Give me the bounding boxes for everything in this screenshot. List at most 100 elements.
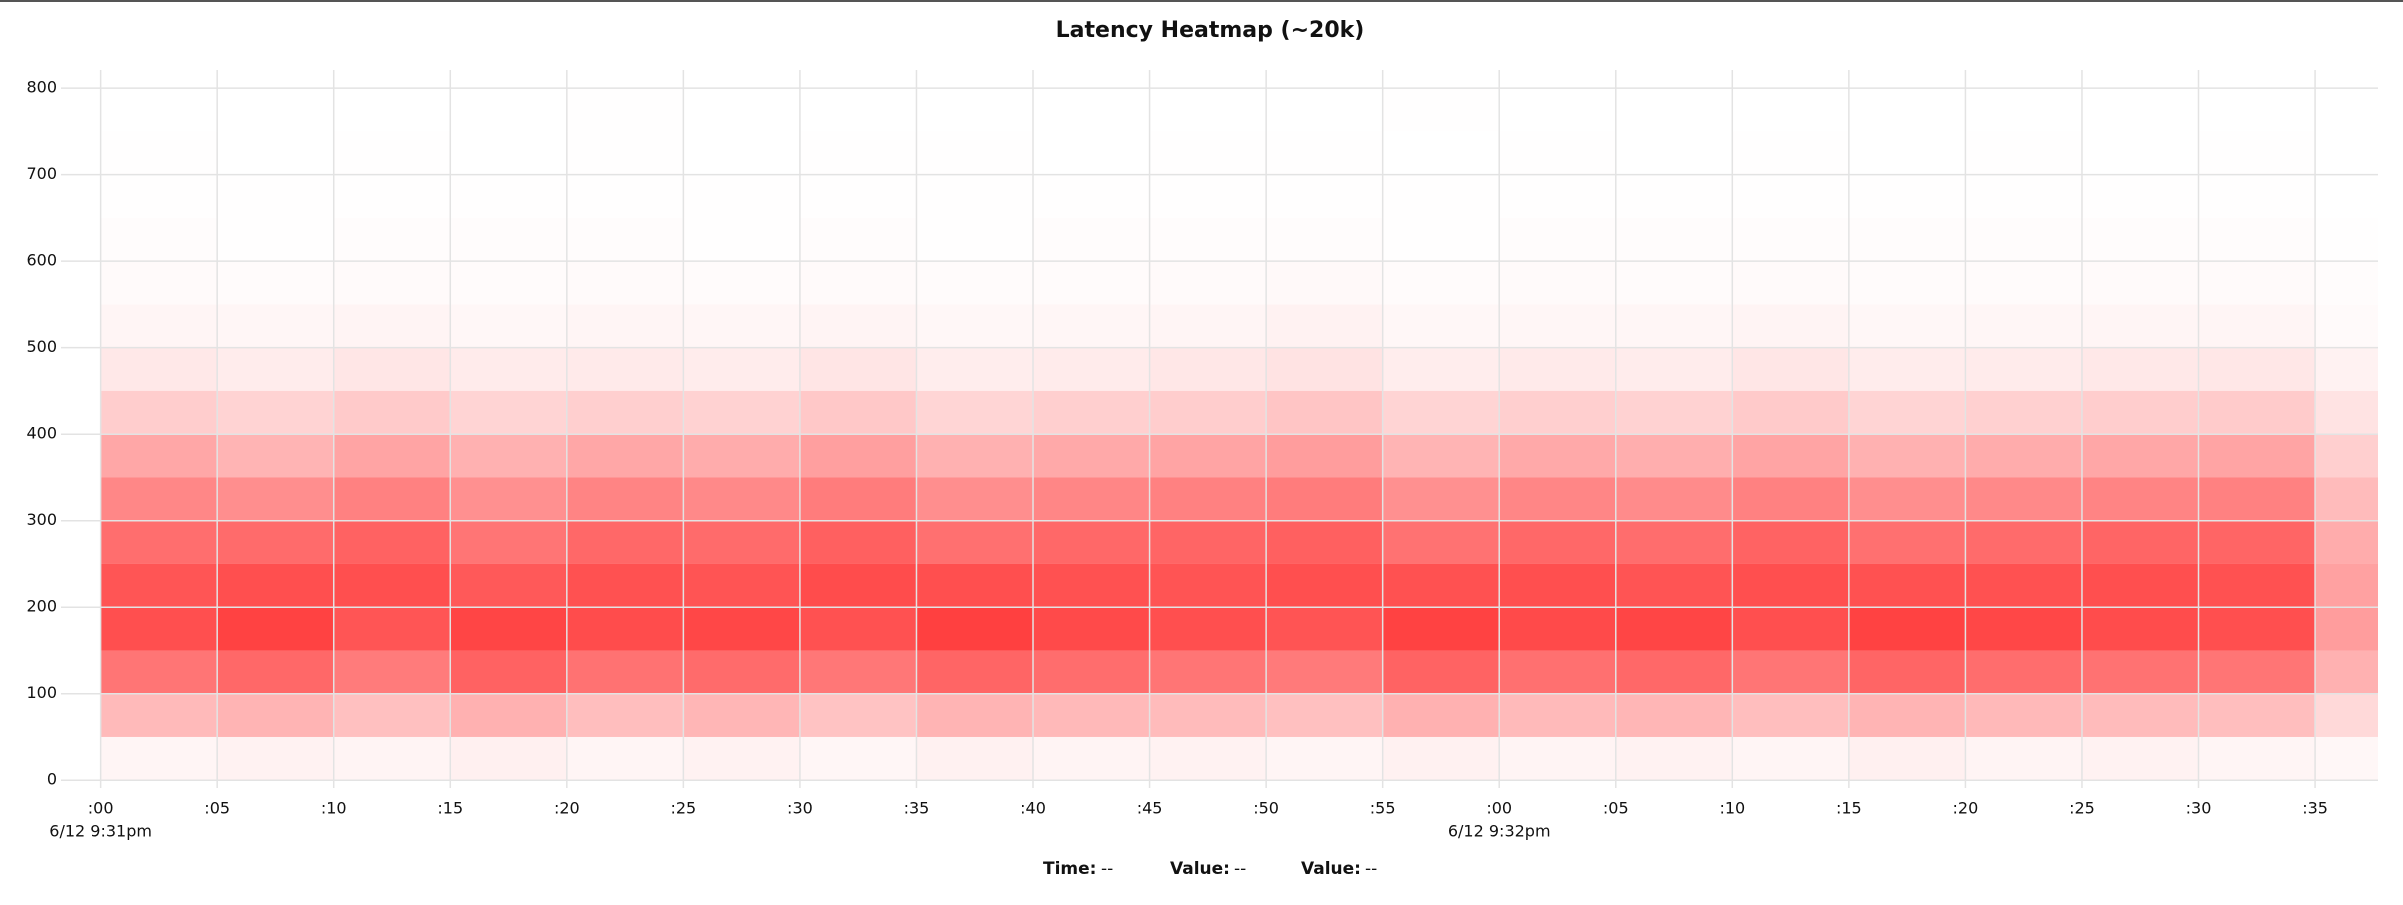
heatmap-cell <box>1732 607 1849 651</box>
heatmap-cell <box>1033 88 1150 131</box>
heatmap-cell <box>450 304 567 347</box>
heatmap-cell <box>2198 347 2316 391</box>
heatmap-cell <box>1266 520 1383 564</box>
heatmap-cell <box>683 175 800 218</box>
heatmap-cell <box>1033 347 1150 391</box>
heatmap-cell <box>1499 88 1616 131</box>
heatmap-cell <box>1383 175 1500 218</box>
legend-value: -- <box>1234 859 1246 879</box>
heatmap-cell <box>799 434 917 478</box>
heatmap-cell <box>1848 477 1966 521</box>
heatmap-cell <box>1383 304 1500 347</box>
heatmap-cell <box>333 563 451 608</box>
heatmap-cell <box>2081 563 2199 608</box>
y-tick-label: 300 <box>26 510 57 529</box>
x-date-label: 6/12 9:32pm <box>1448 822 1551 841</box>
heatmap-cell <box>1266 390 1383 435</box>
heatmap-cell <box>2199 737 2316 780</box>
x-tick-label: :40 <box>1020 799 1046 818</box>
heatmap-cell <box>2199 131 2316 174</box>
heatmap-cell <box>2081 693 2199 737</box>
heatmap-cell <box>799 520 917 564</box>
heatmap-cell <box>217 477 334 521</box>
y-tick-label: 600 <box>26 251 57 270</box>
heatmap-cell <box>450 218 567 261</box>
heatmap-cell <box>916 347 1034 391</box>
x-tick-label: :05 <box>204 799 230 818</box>
heatmap-cell <box>1615 736 1733 781</box>
x-tick-label: :45 <box>1137 799 1163 818</box>
heatmap-cell <box>683 131 800 174</box>
heatmap-cell <box>1266 175 1383 218</box>
heatmap-cell <box>2081 607 2199 651</box>
heatmap-cell <box>1965 131 2082 174</box>
heatmap-cell <box>1499 261 1616 304</box>
heatmap-cell <box>1499 477 1616 521</box>
heatmap-cell <box>1149 563 1267 608</box>
y-tick-label: 700 <box>26 164 57 183</box>
heatmap-cell <box>1965 434 2082 478</box>
heatmap-cell <box>683 347 800 391</box>
heatmap-cell <box>1499 434 1616 478</box>
legend-name: Time: <box>1043 859 1096 879</box>
heatmap-cell <box>1033 477 1150 521</box>
heatmap-cell <box>800 88 917 131</box>
heatmap-cell <box>2198 390 2316 435</box>
heatmap-cell <box>916 261 1033 304</box>
heatmap-cell <box>683 434 800 478</box>
heatmap-cell <box>2315 737 2403 780</box>
heatmap-cell <box>2082 304 2199 347</box>
heatmap-cell <box>2315 434 2378 478</box>
heatmap-cell <box>2082 261 2199 304</box>
heatmap-cell <box>1499 693 1616 737</box>
heatmap-cell <box>799 563 917 608</box>
heatmap-cell <box>333 347 451 391</box>
heatmap-cell <box>1732 218 1849 261</box>
heatmap-cell <box>1849 88 1966 131</box>
heatmap-cell <box>1849 261 1966 304</box>
heatmap-cell <box>1965 304 2082 347</box>
heatmap-cell <box>1848 520 1966 564</box>
heatmap-cell <box>333 607 451 651</box>
heatmap-cell <box>101 261 218 304</box>
heatmap-cell <box>799 693 917 737</box>
heatmap-cell <box>566 607 684 651</box>
heatmap-cell <box>217 434 334 478</box>
heatmap-cell <box>1848 563 1966 608</box>
heatmap-cell <box>1033 563 1150 608</box>
heatmap-cell <box>566 520 684 564</box>
x-tick-label: :10 <box>321 799 347 818</box>
heatmap-cell <box>1149 736 1267 781</box>
heatmap-cell <box>2315 520 2378 564</box>
heatmap-cell <box>683 520 800 564</box>
legend-name: Value: <box>1301 859 1361 879</box>
heatmap-cell <box>1150 175 1267 218</box>
heatmap-cell <box>1499 390 1616 435</box>
heatmap-cell <box>1266 477 1383 521</box>
heatmap-cell <box>1848 607 1966 651</box>
heatmap-cell <box>1848 347 1966 391</box>
heatmap-cell <box>450 736 567 781</box>
heatmap-cell <box>2081 736 2199 781</box>
heatmap-cell <box>333 390 451 435</box>
heatmap-cell <box>916 650 1034 694</box>
heatmap-cell <box>683 304 800 347</box>
chart-title: Latency Heatmap (~20k) <box>1056 18 1365 43</box>
heatmap-cell <box>2199 175 2316 218</box>
heatmap-cell <box>1382 607 1500 651</box>
heatmap-cell <box>799 607 917 651</box>
heatmap-cell <box>1732 650 1849 694</box>
heatmap-cell <box>1965 650 2082 694</box>
heatmap-cell <box>101 737 218 780</box>
heatmap-cell <box>1965 390 2082 435</box>
x-tick-label: :20 <box>1953 799 1979 818</box>
heatmap-cell <box>1149 347 1267 391</box>
heatmap-cell <box>100 650 218 694</box>
y-tick-label: 0 <box>47 770 57 789</box>
heatmap-cell <box>800 175 917 218</box>
heatmap-cell <box>683 607 800 651</box>
heatmap-cell <box>1499 563 1616 608</box>
heatmap-cell <box>1266 434 1383 478</box>
heatmap-cell <box>450 607 567 651</box>
heatmap-cell <box>450 650 567 694</box>
